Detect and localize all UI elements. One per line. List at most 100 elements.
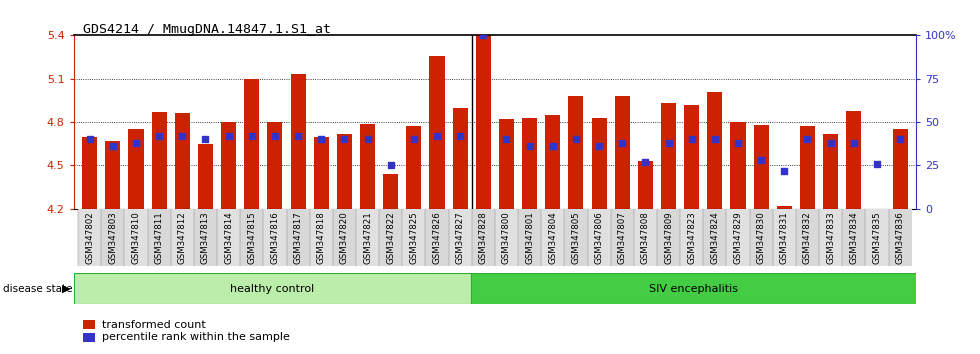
Bar: [842, 209, 865, 266]
Bar: [101, 209, 124, 266]
Point: [846, 140, 861, 146]
Bar: [453, 108, 467, 209]
Point: [776, 168, 792, 173]
Bar: [704, 209, 726, 266]
Bar: [244, 79, 260, 209]
Text: GSM347826: GSM347826: [432, 212, 442, 264]
Text: GSM347802: GSM347802: [85, 212, 94, 264]
Text: GSM347804: GSM347804: [548, 212, 558, 264]
Bar: [471, 209, 495, 266]
Bar: [356, 209, 379, 266]
Point: [82, 137, 98, 142]
Text: disease state: disease state: [3, 284, 73, 293]
Bar: [638, 161, 653, 209]
Bar: [82, 137, 97, 209]
Point: [429, 133, 445, 139]
Point: [220, 133, 236, 139]
Bar: [518, 209, 541, 266]
Bar: [407, 126, 421, 209]
Point: [198, 137, 214, 142]
Point: [684, 137, 700, 142]
Point: [244, 133, 260, 139]
Bar: [148, 209, 171, 266]
Text: GSM347801: GSM347801: [525, 212, 534, 264]
Text: GSM347830: GSM347830: [757, 212, 765, 264]
Text: GSM347836: GSM347836: [896, 212, 905, 264]
Point: [892, 137, 907, 142]
Point: [707, 137, 722, 142]
Bar: [360, 124, 375, 209]
Bar: [171, 209, 194, 266]
Text: GSM347822: GSM347822: [386, 212, 395, 264]
Bar: [754, 125, 768, 209]
Bar: [337, 134, 352, 209]
Point: [568, 137, 584, 142]
Point: [383, 163, 399, 169]
Text: GSM347812: GSM347812: [177, 212, 187, 264]
Text: GSM347833: GSM347833: [826, 212, 835, 264]
Bar: [847, 110, 861, 209]
Bar: [499, 119, 514, 209]
Bar: [221, 122, 236, 209]
Bar: [777, 206, 792, 209]
Bar: [657, 209, 680, 266]
Text: GSM347805: GSM347805: [571, 212, 580, 264]
Point: [869, 161, 885, 167]
Point: [151, 133, 167, 139]
Bar: [83, 320, 95, 329]
Text: GSM347815: GSM347815: [247, 212, 257, 264]
Point: [475, 33, 491, 38]
Bar: [889, 209, 911, 266]
Bar: [726, 209, 750, 266]
Text: GSM347834: GSM347834: [850, 212, 858, 264]
Text: GSM347809: GSM347809: [664, 212, 673, 264]
Point: [453, 133, 468, 139]
Bar: [217, 209, 240, 266]
Bar: [425, 209, 449, 266]
Text: GSM347831: GSM347831: [780, 212, 789, 264]
Text: GSM347828: GSM347828: [479, 212, 488, 264]
Bar: [449, 209, 471, 266]
Bar: [541, 209, 564, 266]
Bar: [495, 209, 518, 266]
Point: [314, 137, 329, 142]
Point: [174, 133, 190, 139]
Point: [638, 159, 654, 165]
Bar: [174, 113, 190, 209]
Bar: [268, 122, 282, 209]
Bar: [568, 96, 583, 209]
Point: [336, 137, 352, 142]
Bar: [634, 209, 657, 266]
Bar: [684, 105, 700, 209]
Point: [268, 133, 283, 139]
Bar: [476, 35, 491, 209]
Text: GSM347807: GSM347807: [617, 212, 627, 264]
Point: [290, 133, 306, 139]
Bar: [796, 209, 819, 266]
Point: [521, 144, 537, 149]
Text: GSM347825: GSM347825: [410, 212, 418, 264]
Point: [128, 140, 144, 146]
Text: GSM347817: GSM347817: [294, 212, 303, 264]
Bar: [194, 209, 217, 266]
Bar: [379, 209, 402, 266]
Point: [800, 137, 815, 142]
Bar: [290, 74, 306, 209]
Bar: [471, 273, 916, 304]
Bar: [128, 129, 143, 209]
Text: ▶: ▶: [62, 284, 71, 293]
Bar: [74, 273, 471, 304]
Point: [105, 144, 121, 149]
Point: [823, 140, 839, 146]
Bar: [800, 126, 815, 209]
Text: transformed count: transformed count: [102, 320, 206, 330]
Bar: [124, 209, 148, 266]
Bar: [429, 56, 445, 209]
Bar: [730, 122, 746, 209]
Text: GSM347835: GSM347835: [872, 212, 881, 264]
Text: GSM347813: GSM347813: [201, 212, 210, 264]
Bar: [819, 209, 842, 266]
Bar: [680, 209, 704, 266]
Text: GSM347821: GSM347821: [363, 212, 372, 264]
Text: GSM347820: GSM347820: [340, 212, 349, 264]
